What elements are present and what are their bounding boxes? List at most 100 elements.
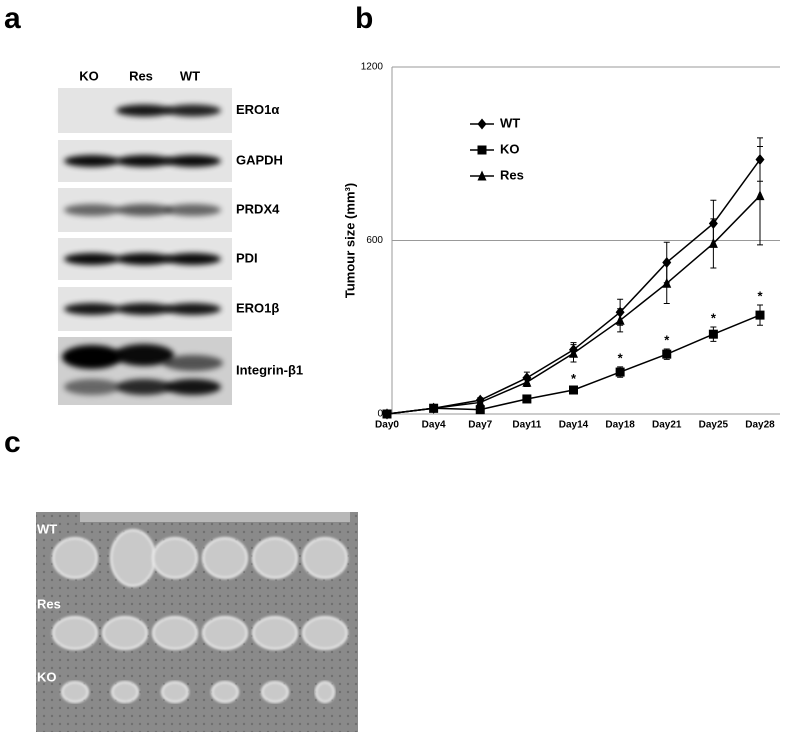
band bbox=[116, 204, 172, 216]
x-tick-label: Day21 bbox=[652, 420, 682, 431]
data-point bbox=[662, 349, 672, 359]
tumour bbox=[261, 681, 289, 703]
tumour bbox=[202, 537, 248, 579]
tumour bbox=[110, 529, 156, 587]
data-point bbox=[662, 277, 672, 288]
band bbox=[163, 355, 223, 371]
data-point bbox=[475, 405, 485, 415]
y-tick-label: 1200 bbox=[361, 62, 384, 73]
band bbox=[64, 379, 120, 395]
tumour bbox=[211, 681, 239, 703]
band bbox=[64, 303, 120, 315]
tumour bbox=[202, 616, 248, 650]
protein-label: GAPDH bbox=[236, 152, 283, 167]
x-tick-label: Day4 bbox=[422, 420, 446, 431]
annotation: * bbox=[711, 310, 717, 325]
band bbox=[64, 204, 120, 216]
band bbox=[116, 104, 172, 117]
annotation: * bbox=[664, 332, 670, 347]
tumour bbox=[252, 537, 298, 579]
data-point bbox=[475, 396, 485, 407]
data-point bbox=[522, 376, 532, 387]
protein-label: PDI bbox=[236, 250, 258, 265]
tumour bbox=[152, 537, 198, 579]
data-point bbox=[569, 385, 578, 395]
annotation: * bbox=[618, 350, 624, 365]
legend-marker bbox=[477, 145, 487, 155]
lane-label: WT bbox=[180, 68, 200, 83]
data-point bbox=[755, 190, 765, 201]
y-axis-label: Tumour size (mm³) bbox=[342, 183, 357, 298]
tumour-photo: WT Res KO bbox=[36, 512, 358, 732]
x-tick-label: Day0 bbox=[375, 420, 399, 431]
legend-label: Res bbox=[500, 167, 524, 182]
y-tick-label: 600 bbox=[366, 235, 383, 246]
legend-label: KO bbox=[500, 141, 520, 156]
band bbox=[116, 303, 172, 315]
x-tick-label: Day18 bbox=[605, 420, 635, 431]
x-tick-label: Day14 bbox=[559, 420, 589, 431]
series-line bbox=[386, 314, 761, 415]
protein-label: Integrin-β1 bbox=[236, 362, 303, 377]
legend-label: WT bbox=[500, 115, 520, 130]
panel-label: b bbox=[355, 2, 373, 35]
data-point bbox=[662, 256, 672, 268]
tumour bbox=[111, 681, 139, 703]
data-point bbox=[615, 314, 625, 325]
line-chart: 0 600 1200 Tumour size (mm³) Day0 Day4 Day7 Day… bbox=[342, 62, 780, 431]
band bbox=[165, 303, 221, 315]
tumour bbox=[52, 616, 98, 650]
data-point bbox=[522, 394, 532, 404]
data-point bbox=[708, 329, 718, 339]
x-tick-label: Day7 bbox=[468, 420, 492, 431]
band bbox=[165, 253, 221, 265]
band bbox=[165, 204, 221, 216]
legend-marker bbox=[477, 170, 487, 181]
band bbox=[116, 253, 172, 265]
band bbox=[165, 104, 221, 117]
panel-label: a bbox=[4, 2, 21, 35]
band bbox=[116, 155, 172, 167]
data-point bbox=[569, 347, 578, 358]
ruler bbox=[80, 512, 350, 522]
tumour bbox=[52, 537, 98, 579]
data-point bbox=[429, 402, 439, 413]
band bbox=[62, 345, 122, 369]
lane-label: KO bbox=[79, 68, 99, 83]
tumour bbox=[161, 681, 189, 703]
band bbox=[64, 253, 120, 265]
row-label: KO bbox=[37, 669, 57, 684]
row-label: WT bbox=[37, 521, 57, 536]
x-tick-label: Day11 bbox=[512, 420, 541, 431]
annotation: * bbox=[571, 371, 577, 386]
data-point bbox=[755, 310, 765, 320]
band bbox=[114, 344, 174, 366]
tumour bbox=[102, 616, 148, 650]
row-label: Res bbox=[37, 596, 61, 611]
data-point bbox=[708, 237, 718, 248]
lane-label: Res bbox=[129, 68, 153, 83]
legend-marker bbox=[477, 118, 487, 130]
band bbox=[165, 379, 221, 395]
x-tick-label: Day28 bbox=[745, 420, 775, 431]
protein-label: ERO1α bbox=[236, 102, 279, 117]
annotation: * bbox=[757, 288, 763, 303]
band bbox=[64, 155, 120, 167]
western-blot: KO Res WT ERO1α GAPDH PRDX4 PDI ERO1β Integrin-β… bbox=[58, 68, 303, 405]
data-point bbox=[615, 367, 625, 377]
tumour bbox=[61, 681, 89, 703]
tumour bbox=[252, 616, 298, 650]
tumour bbox=[302, 616, 348, 650]
protein-label: PRDX4 bbox=[236, 201, 280, 216]
y-tick-label: 0 bbox=[377, 409, 383, 420]
band bbox=[165, 155, 221, 167]
band bbox=[116, 379, 172, 395]
tumour bbox=[314, 681, 336, 703]
protein-label: ERO1β bbox=[236, 300, 279, 315]
data-point bbox=[382, 408, 392, 419]
x-tick-label: Day25 bbox=[699, 420, 729, 431]
tumour bbox=[152, 616, 198, 650]
panel-label: c bbox=[4, 426, 21, 459]
